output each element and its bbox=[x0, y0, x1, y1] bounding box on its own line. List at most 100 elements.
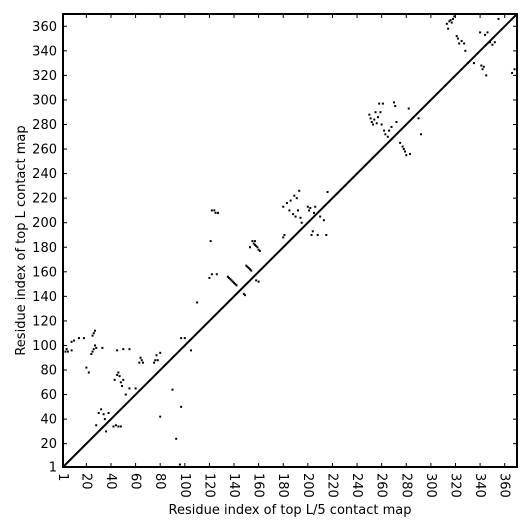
x-axis-ticks: 1 20 40 60 80 100 120 140 160 180 200 220 240 260 280 3… bbox=[55, 14, 512, 498]
contact-point bbox=[230, 279, 233, 282]
contact-point bbox=[102, 413, 105, 416]
y-tick-label: 60 bbox=[40, 388, 57, 403]
x-tick-label: 160 bbox=[251, 473, 266, 498]
contact-point bbox=[70, 349, 73, 352]
x-tick-label: 60 bbox=[128, 473, 143, 490]
contact-point bbox=[407, 107, 410, 110]
contact-point bbox=[448, 20, 451, 23]
contact-point bbox=[251, 240, 254, 243]
contact-point bbox=[386, 135, 389, 138]
contact-point bbox=[116, 349, 119, 352]
contact-point bbox=[292, 213, 295, 216]
contact-point bbox=[253, 240, 256, 243]
contact-point bbox=[368, 113, 371, 116]
contact-point bbox=[293, 194, 296, 197]
contact-point bbox=[383, 129, 386, 132]
contact-point bbox=[217, 211, 220, 214]
y-tick-label: 20 bbox=[40, 437, 57, 452]
contact-point bbox=[464, 49, 467, 52]
contact-point bbox=[95, 346, 98, 349]
contact-point bbox=[65, 348, 68, 351]
contact-point bbox=[92, 332, 95, 335]
contact-point bbox=[233, 281, 236, 284]
contact-point bbox=[231, 280, 234, 283]
y-axis-label: Residue index of top L contact map bbox=[14, 125, 29, 355]
y-axis-ticks: 1204060801001201401601802002202402602803… bbox=[32, 20, 517, 476]
contact-point bbox=[95, 424, 98, 427]
contact-point bbox=[107, 411, 110, 414]
contact-point bbox=[311, 230, 314, 233]
contact-point bbox=[452, 17, 455, 20]
contact-points bbox=[64, 13, 516, 466]
contact-point bbox=[399, 141, 402, 144]
contact-point bbox=[375, 122, 378, 125]
contact-point bbox=[77, 337, 80, 340]
contact-point bbox=[493, 41, 496, 44]
contact-point bbox=[283, 233, 286, 236]
contact-point bbox=[153, 361, 156, 364]
x-tick-label: 260 bbox=[374, 473, 389, 498]
contact-point bbox=[103, 418, 106, 421]
contact-point bbox=[513, 68, 516, 71]
contact-point bbox=[257, 248, 260, 251]
contact-point bbox=[70, 340, 73, 343]
contact-point bbox=[234, 283, 237, 286]
contact-point bbox=[246, 265, 249, 268]
contact-point bbox=[404, 150, 407, 153]
contact-point bbox=[93, 329, 96, 332]
contact-point bbox=[258, 249, 261, 252]
contact-point bbox=[450, 21, 453, 24]
contact-point bbox=[249, 268, 252, 271]
contact-point bbox=[379, 111, 382, 114]
contact-point bbox=[175, 437, 178, 440]
contact-point bbox=[482, 65, 485, 68]
contact-point bbox=[319, 215, 322, 218]
contact-point bbox=[447, 27, 450, 30]
contact-point bbox=[114, 424, 117, 427]
contact-point bbox=[388, 129, 391, 132]
contact-point bbox=[85, 366, 88, 369]
contact-point bbox=[112, 425, 115, 428]
y-tick-label: 260 bbox=[32, 143, 57, 158]
contact-point bbox=[316, 233, 319, 236]
contact-point bbox=[128, 348, 131, 351]
x-tick-label: 240 bbox=[349, 473, 364, 498]
contact-point bbox=[97, 411, 100, 414]
y-tick-label: 100 bbox=[32, 339, 57, 354]
contact-point bbox=[134, 387, 137, 390]
y-tick-label: 40 bbox=[40, 413, 57, 428]
contact-point bbox=[159, 351, 162, 354]
contact-point bbox=[171, 388, 174, 391]
contact-point bbox=[373, 118, 376, 121]
contact-point bbox=[479, 31, 482, 34]
contact-point bbox=[119, 425, 122, 428]
y-tick-label: 360 bbox=[32, 20, 57, 35]
contact-point bbox=[394, 105, 397, 108]
contact-point bbox=[408, 152, 411, 155]
contact-point bbox=[82, 337, 85, 340]
contact-point bbox=[460, 40, 463, 43]
contact-point bbox=[215, 273, 218, 276]
contact-point bbox=[445, 22, 448, 25]
contact-point bbox=[402, 148, 405, 151]
contact-point bbox=[209, 240, 212, 243]
y-tick-label: 200 bbox=[32, 216, 57, 231]
contact-point bbox=[138, 361, 141, 364]
y-tick-label: 340 bbox=[32, 44, 57, 59]
contact-point bbox=[282, 236, 285, 239]
contact-point bbox=[456, 37, 459, 40]
contact-point bbox=[155, 354, 158, 357]
contact-point bbox=[314, 205, 317, 208]
contact-point bbox=[247, 267, 250, 270]
contact-point bbox=[449, 19, 452, 22]
contact-point bbox=[453, 15, 456, 18]
contact-point bbox=[480, 64, 483, 67]
contact-point bbox=[370, 121, 373, 124]
contact-point bbox=[105, 430, 108, 433]
contact-point bbox=[294, 215, 297, 218]
contact-point bbox=[93, 344, 96, 347]
contact-point bbox=[491, 43, 494, 46]
y-tick-label: 320 bbox=[32, 69, 57, 84]
contact-point bbox=[183, 337, 186, 340]
x-tick-label: 300 bbox=[423, 473, 438, 498]
